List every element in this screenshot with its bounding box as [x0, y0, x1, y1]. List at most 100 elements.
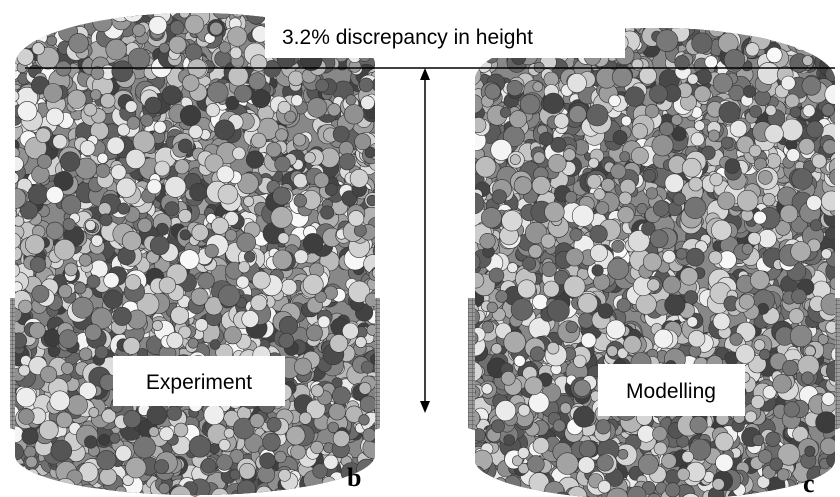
- particle: [5, 188, 25, 208]
- particle: [557, 453, 579, 475]
- particle: [244, 251, 255, 262]
- particle: [217, 455, 233, 471]
- particle: [230, 0, 243, 12]
- particle: [207, 82, 228, 103]
- particle: [250, 55, 267, 72]
- particle: [36, 128, 51, 143]
- particle: [324, 455, 338, 469]
- particle: [596, 420, 611, 435]
- particle: [274, 488, 284, 497]
- particle: [359, 415, 370, 426]
- particle: [566, 321, 578, 333]
- particle: [27, 472, 43, 488]
- particle: [60, 152, 80, 172]
- particle: [180, 105, 201, 126]
- particle: [75, 487, 91, 497]
- particle: [206, 103, 219, 116]
- particle: [613, 130, 627, 144]
- particle: [239, 463, 255, 479]
- particle: [230, 470, 240, 480]
- particle: [329, 1, 345, 17]
- particle: [619, 192, 632, 205]
- particle: [37, 154, 51, 168]
- particle: [355, 337, 366, 348]
- particle: [569, 106, 586, 123]
- particle: [17, 486, 36, 497]
- particle: [147, 180, 161, 194]
- particle: [252, 271, 270, 289]
- particle: [46, 108, 63, 125]
- particle: [808, 35, 826, 53]
- particle: [289, 71, 304, 86]
- particle: [332, 387, 350, 405]
- particle: [87, 275, 100, 288]
- particle: [12, 472, 26, 486]
- particle: [126, 458, 147, 479]
- particle: [688, 330, 705, 347]
- particle: [123, 1, 144, 22]
- particle: [106, 39, 127, 60]
- particle: [812, 154, 826, 168]
- particle: [286, 426, 305, 445]
- particle: [482, 490, 500, 497]
- particle: [12, 485, 25, 497]
- particle: [7, 444, 24, 461]
- particle: [116, 446, 132, 462]
- particle: [504, 435, 515, 446]
- particle: [9, 482, 29, 497]
- particle: [285, 111, 296, 122]
- particle: [251, 295, 267, 311]
- particle: [353, 0, 368, 15]
- particle: [191, 288, 208, 305]
- particle: [372, 77, 387, 92]
- particle: [91, 90, 102, 101]
- particle: [765, 22, 775, 32]
- particle: [275, 156, 291, 172]
- particle: [776, 493, 792, 497]
- particle: [774, 492, 786, 497]
- particle: [491, 343, 502, 354]
- particle: [24, 488, 35, 497]
- particle: [487, 302, 498, 313]
- particle: [342, 323, 358, 339]
- particle: [709, 21, 725, 37]
- particle: [533, 438, 549, 454]
- particle: [230, 47, 242, 59]
- particle: [321, 206, 334, 219]
- particle: [189, 436, 211, 458]
- particle: [123, 337, 140, 354]
- particle: [787, 149, 800, 162]
- particle: [303, 274, 323, 294]
- particle: [294, 250, 308, 264]
- particle: [239, 0, 256, 14]
- particle: [736, 17, 751, 32]
- particle: [219, 285, 241, 307]
- particle: [711, 220, 731, 240]
- particle: [169, 36, 186, 53]
- particle: [361, 96, 375, 110]
- particle: [18, 409, 34, 425]
- particle: [474, 476, 494, 496]
- particle: [360, 396, 376, 412]
- particle: [104, 273, 119, 288]
- particle: [159, 277, 176, 294]
- particle: [299, 412, 311, 424]
- particle: [303, 233, 323, 253]
- particle: [234, 0, 254, 17]
- particle: [31, 20, 46, 35]
- particle: [18, 483, 39, 497]
- particle: [127, 117, 140, 130]
- particle: [138, 218, 152, 232]
- particle: [834, 469, 840, 480]
- particle: [97, 450, 116, 469]
- particle: [716, 454, 734, 472]
- particle: [117, 178, 137, 198]
- particle: [68, 90, 87, 109]
- particle: [766, 432, 781, 447]
- particle: [278, 233, 289, 244]
- particle: [210, 22, 223, 35]
- particle: [5, 482, 16, 493]
- particle: [32, 285, 49, 302]
- particle: [71, 13, 84, 26]
- particle: [190, 183, 208, 201]
